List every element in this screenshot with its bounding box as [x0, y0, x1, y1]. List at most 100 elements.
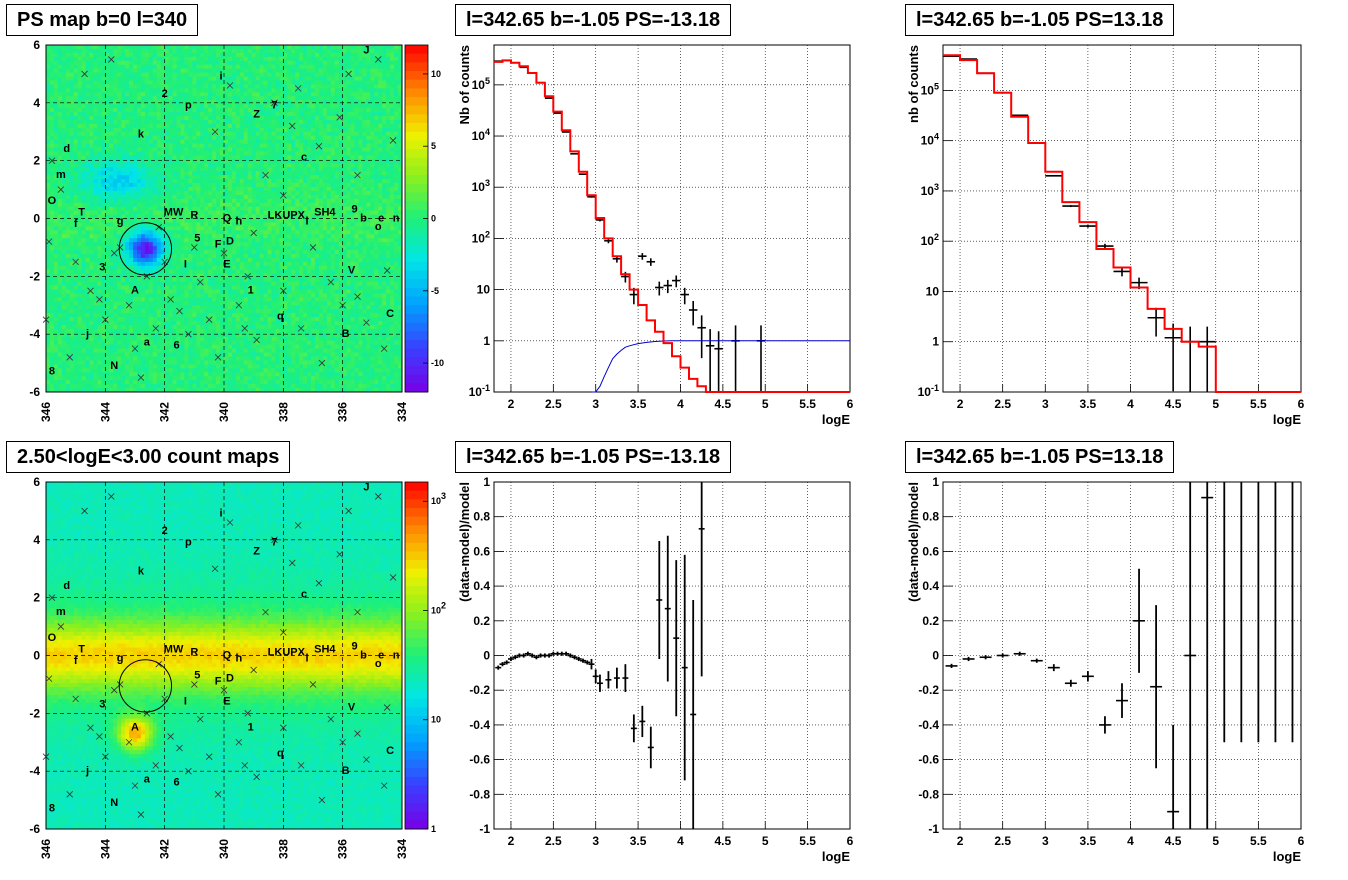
- x-tick-label: 2: [508, 397, 515, 411]
- x-tick-label: 6: [1298, 834, 1305, 848]
- source-label: g: [117, 652, 124, 664]
- source-label: 8: [49, 366, 55, 378]
- x-tick-label: 346: [39, 839, 53, 859]
- data-point: [570, 153, 578, 154]
- x-tick-label: 2: [508, 834, 515, 848]
- y-tick-label: 105: [472, 76, 490, 92]
- x-tick-label: 5.5: [799, 834, 816, 848]
- y-tick-label: -6: [29, 822, 40, 836]
- source-label: O: [48, 195, 57, 207]
- spectrum-neg-title: l=342.65 b=-1.05 PS=-13.18: [455, 4, 731, 36]
- source-label: B: [342, 765, 350, 777]
- colorbar-tick-label: 0: [431, 214, 436, 224]
- source-label: I: [184, 696, 187, 708]
- source-label: 8: [49, 803, 55, 815]
- source-label: p: [185, 537, 192, 549]
- source-label: 3: [99, 262, 105, 274]
- x-tick-label: 5.5: [1250, 397, 1267, 411]
- source-label: a: [144, 774, 151, 786]
- source-label: Z: [253, 108, 260, 120]
- y-tick-label: 0.6: [473, 544, 490, 558]
- x-tick-label: 336: [336, 402, 350, 422]
- source-label: c: [301, 152, 307, 164]
- colorbar-tick-label: 10: [431, 69, 441, 79]
- y-axis-label: (data-model)/model: [906, 482, 921, 602]
- source-label: C: [386, 308, 394, 320]
- source-label: SH4: [314, 207, 336, 219]
- x-tick-label: 2.5: [545, 834, 562, 848]
- x-tick-label: 4: [677, 397, 684, 411]
- y-tick-label: -0.2: [469, 683, 490, 697]
- y-tick-label: 1: [483, 334, 490, 348]
- x-tick-label: 3: [592, 397, 599, 411]
- source-label: LKUPX: [268, 210, 306, 222]
- source-label: A: [131, 722, 139, 734]
- colorbar-tick-label: 5: [431, 141, 436, 151]
- source-label: b: [360, 212, 367, 224]
- data-point: [1062, 205, 1079, 207]
- source-label: 1: [248, 285, 254, 297]
- y-tick-label: 0: [483, 649, 490, 663]
- x-tick-label: 6: [847, 397, 854, 411]
- source-label: 2: [162, 525, 168, 537]
- residual-neg-title: l=342.65 b=-1.05 PS=-13.18: [455, 441, 731, 473]
- x-tick-label: 344: [98, 402, 112, 422]
- y-tick-label: -4: [29, 327, 40, 341]
- x-tick-label: 3.5: [630, 397, 647, 411]
- source-label: 6: [173, 340, 179, 352]
- source-label: k: [138, 566, 145, 578]
- x-tick-label: 6: [847, 834, 854, 848]
- source-label: m: [56, 606, 66, 618]
- source-label: l: [306, 215, 309, 227]
- y-tick-label: -0.4: [469, 718, 490, 732]
- y-axis-label: Nb of counts: [457, 45, 472, 124]
- x-tick-label: 4: [1127, 834, 1134, 848]
- source-label: f: [74, 218, 78, 230]
- y-axis-label: nb of counts: [906, 45, 921, 123]
- source-label: b: [360, 649, 367, 661]
- source-label: F: [215, 675, 222, 687]
- source-label: 9: [351, 641, 357, 653]
- x-tick-label: 342: [158, 402, 172, 422]
- source-label: e: [378, 649, 384, 661]
- y-tick-label: 10: [926, 284, 940, 298]
- x-tick-label: 3: [592, 834, 599, 848]
- x-tick-label: 336: [336, 839, 350, 859]
- x-tick-label: 5.5: [1250, 834, 1267, 848]
- y-tick-label: 0: [33, 212, 40, 226]
- plot-frame: [943, 45, 1301, 392]
- source-label: MW: [164, 207, 184, 219]
- x-tick-label: 3.5: [630, 834, 647, 848]
- source-label: T: [78, 644, 85, 656]
- x-tick-label: 6: [1298, 397, 1305, 411]
- y-tick-label: 0: [932, 649, 939, 663]
- y-tick-label: -0.8: [918, 787, 939, 801]
- count-map-title: 2.50<logE<3.00 count maps: [6, 441, 290, 473]
- x-tick-label: 4: [1127, 397, 1134, 411]
- colorbar-tick-label: 1: [431, 824, 436, 834]
- y-tick-label: 105: [921, 81, 939, 97]
- x-tick-label: 3.5: [1080, 834, 1097, 848]
- x-axis-label: logE: [822, 849, 850, 864]
- y-tick-label: 0.4: [922, 579, 939, 593]
- y-axis-label: (data-model)/model: [457, 482, 472, 602]
- source-label: A: [131, 285, 139, 297]
- source-label: 2: [162, 88, 168, 100]
- x-tick-label: 4: [677, 834, 684, 848]
- source-label: c: [301, 589, 307, 601]
- source-label: 5: [194, 233, 200, 245]
- y-tick-label: 1: [932, 335, 939, 349]
- y-tick-label: 2: [33, 591, 40, 605]
- x-tick-label: 2.5: [994, 834, 1011, 848]
- x-tick-label: 340: [217, 839, 231, 859]
- source-label: J: [363, 45, 369, 57]
- y-tick-label: 1: [932, 475, 939, 489]
